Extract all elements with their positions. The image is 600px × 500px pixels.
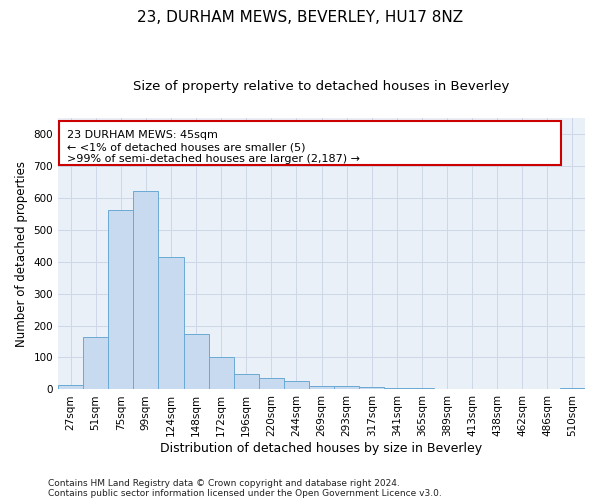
Bar: [334, 386, 359, 390]
Bar: [209, 356, 233, 390]
Text: Contains public sector information licensed under the Open Government Licence v3: Contains public sector information licen…: [48, 488, 442, 498]
Text: Contains HM Land Registry data © Crown copyright and database right 2024.: Contains HM Land Registry data © Crown c…: [48, 478, 400, 488]
Bar: [409, 388, 434, 390]
Text: ← <1% of detached houses are smaller (5): ← <1% of detached houses are smaller (5): [67, 142, 305, 152]
X-axis label: Distribution of detached houses by size in Beverley: Distribution of detached houses by size …: [160, 442, 482, 455]
Bar: [233, 374, 259, 390]
Bar: [83, 338, 108, 390]
Bar: [158, 258, 184, 390]
Title: Size of property relative to detached houses in Beverley: Size of property relative to detached ho…: [133, 80, 510, 93]
Y-axis label: Number of detached properties: Number of detached properties: [15, 160, 28, 346]
Bar: [284, 380, 309, 390]
Text: 23, DURHAM MEWS, BEVERLEY, HU17 8NZ: 23, DURHAM MEWS, BEVERLEY, HU17 8NZ: [137, 10, 463, 25]
Bar: [384, 388, 409, 390]
Bar: [560, 388, 585, 390]
Bar: [59, 121, 561, 165]
Bar: [309, 386, 334, 390]
Bar: [108, 210, 133, 390]
Bar: [359, 387, 384, 390]
Bar: [184, 334, 209, 390]
Bar: [259, 378, 284, 390]
Text: >99% of semi-detached houses are larger (2,187) →: >99% of semi-detached houses are larger …: [67, 154, 360, 164]
Text: 23 DURHAM MEWS: 45sqm: 23 DURHAM MEWS: 45sqm: [67, 130, 218, 140]
Bar: [133, 192, 158, 390]
Bar: [58, 384, 83, 390]
